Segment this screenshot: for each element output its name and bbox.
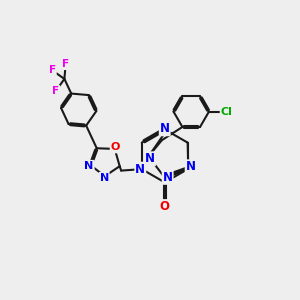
Text: N: N: [163, 171, 173, 184]
Text: N: N: [160, 122, 170, 135]
Text: F: F: [49, 65, 56, 75]
Text: N: N: [135, 163, 145, 176]
Text: O: O: [111, 142, 120, 152]
Text: N: N: [85, 161, 94, 171]
Text: N: N: [186, 160, 196, 173]
Text: O: O: [160, 200, 170, 213]
Text: F: F: [52, 86, 59, 96]
Text: F: F: [62, 59, 69, 69]
Text: N: N: [100, 173, 109, 183]
Text: Cl: Cl: [220, 107, 232, 117]
Text: N: N: [145, 152, 155, 165]
